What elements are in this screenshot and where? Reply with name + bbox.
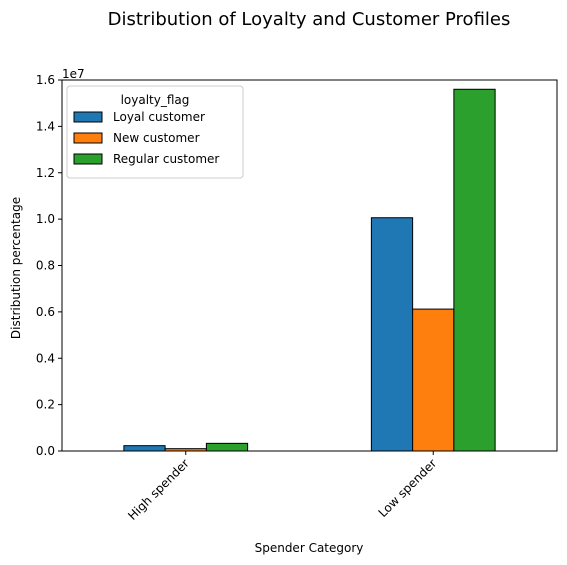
plot-area: High spender Low spender 0.0 0.2 0.4 0.6 0.8 1.… — [36, 73, 558, 523]
x-tick-label: Low spender — [376, 456, 440, 520]
x-axis-label: Spender Category — [255, 541, 364, 555]
bar-loyal-customer-high-spender — [123, 445, 166, 452]
y-tick-label: 0.8 — [36, 259, 55, 273]
legend-box — [66, 85, 244, 179]
y-offset-label: 1e7 — [62, 67, 85, 81]
y-tick-label: 1.4 — [36, 119, 55, 133]
y-tick-label: 1.2 — [36, 166, 55, 180]
x-tick-label: High spender — [125, 456, 192, 523]
y-tick-label: 0.6 — [36, 305, 55, 319]
legend-title: loyalty_flag — [121, 93, 190, 107]
legend-swatch — [73, 153, 103, 165]
bar-regular-customer-low-spender — [453, 88, 496, 452]
chart-title: Distribution of Loyalty and Customer Pro… — [108, 9, 511, 30]
legend: loyalty_flag Loyal customer New customer Re… — [66, 85, 244, 179]
axes-frame — [61, 79, 558, 452]
bar-regular-customer-high-spender — [205, 442, 249, 452]
y-tick-label: 1.0 — [36, 212, 55, 226]
bar-loyal-customer-low-spender — [370, 217, 414, 452]
y-tick-label: 0.0 — [36, 444, 55, 458]
y-tick-label: 0.2 — [36, 398, 55, 412]
legend-swatch — [73, 132, 103, 144]
legend-entry: Loyal customer — [113, 110, 205, 124]
y-tick-label: 1.6 — [36, 73, 55, 87]
y-tick-label: 0.4 — [36, 351, 55, 365]
legend-entry: Regular customer — [113, 152, 219, 166]
y-axis-label: Distribution percentage — [9, 197, 23, 339]
legend-swatch — [73, 111, 103, 123]
legend-entry: New customer — [113, 131, 200, 145]
bar-new-customer-low-spender — [412, 308, 455, 452]
